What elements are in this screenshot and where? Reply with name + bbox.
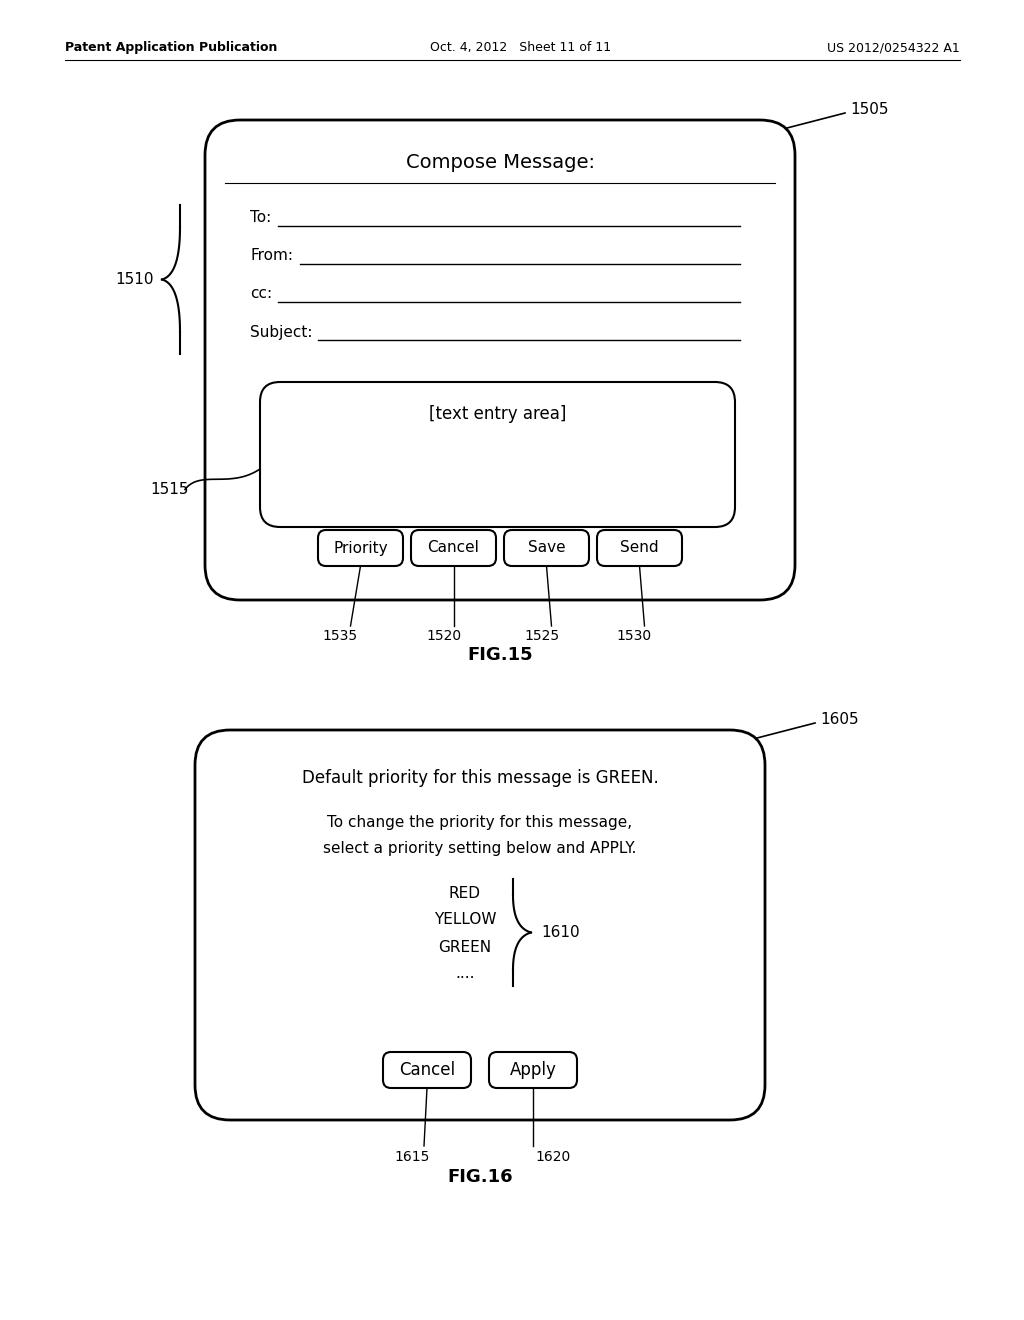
- FancyBboxPatch shape: [383, 1052, 471, 1088]
- Text: select a priority setting below and APPLY.: select a priority setting below and APPL…: [324, 841, 637, 855]
- Text: To change the priority for this message,: To change the priority for this message,: [328, 816, 633, 830]
- Text: From:: From:: [250, 248, 293, 264]
- Text: FIG.15: FIG.15: [467, 645, 532, 664]
- Text: Apply: Apply: [510, 1061, 556, 1078]
- Text: Oct. 4, 2012   Sheet 11 of 11: Oct. 4, 2012 Sheet 11 of 11: [430, 41, 611, 54]
- FancyBboxPatch shape: [205, 120, 795, 601]
- Text: 1615: 1615: [394, 1150, 430, 1164]
- Text: 1505: 1505: [850, 102, 889, 116]
- Text: RED: RED: [449, 886, 481, 900]
- FancyBboxPatch shape: [489, 1052, 577, 1088]
- Text: cc:: cc:: [250, 286, 272, 301]
- FancyBboxPatch shape: [195, 730, 765, 1119]
- Text: [text entry area]: [text entry area]: [429, 405, 566, 422]
- Text: Subject:: Subject:: [250, 325, 312, 339]
- Text: FIG.16: FIG.16: [447, 1168, 513, 1185]
- FancyBboxPatch shape: [260, 381, 735, 527]
- Text: 1510: 1510: [115, 272, 154, 286]
- Text: GREEN: GREEN: [438, 940, 492, 954]
- Text: 1525: 1525: [524, 630, 559, 643]
- Text: To:: To:: [250, 210, 271, 226]
- Text: Compose Message:: Compose Message:: [406, 153, 595, 172]
- Text: 1520: 1520: [426, 630, 461, 643]
- Text: 1530: 1530: [616, 630, 652, 643]
- FancyBboxPatch shape: [318, 531, 403, 566]
- Text: Save: Save: [527, 540, 565, 556]
- Text: ....: ....: [456, 966, 475, 982]
- Text: 1610: 1610: [541, 925, 580, 940]
- Text: 1605: 1605: [820, 711, 859, 726]
- Text: 1620: 1620: [536, 1150, 570, 1164]
- Text: US 2012/0254322 A1: US 2012/0254322 A1: [827, 41, 961, 54]
- Text: Patent Application Publication: Patent Application Publication: [65, 41, 278, 54]
- Text: 1515: 1515: [150, 482, 188, 498]
- Text: YELLOW: YELLOW: [434, 912, 497, 928]
- FancyBboxPatch shape: [504, 531, 589, 566]
- FancyBboxPatch shape: [597, 531, 682, 566]
- FancyBboxPatch shape: [411, 531, 496, 566]
- Text: Default priority for this message is GREEN.: Default priority for this message is GRE…: [302, 770, 658, 787]
- Text: Send: Send: [621, 540, 658, 556]
- Text: Cancel: Cancel: [428, 540, 479, 556]
- Text: Cancel: Cancel: [399, 1061, 455, 1078]
- Text: 1535: 1535: [323, 630, 358, 643]
- Text: Priority: Priority: [333, 540, 388, 556]
